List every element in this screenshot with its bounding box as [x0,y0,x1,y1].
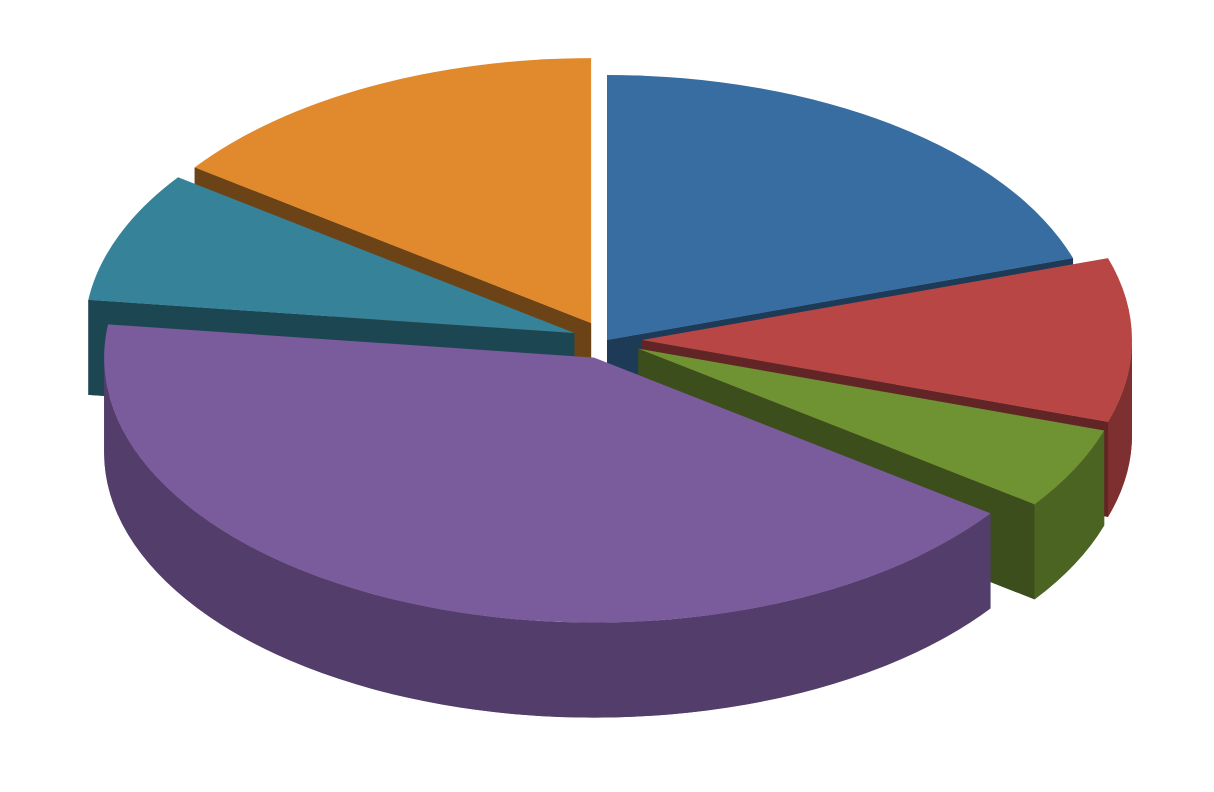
pie-3d-chart [0,0,1214,792]
